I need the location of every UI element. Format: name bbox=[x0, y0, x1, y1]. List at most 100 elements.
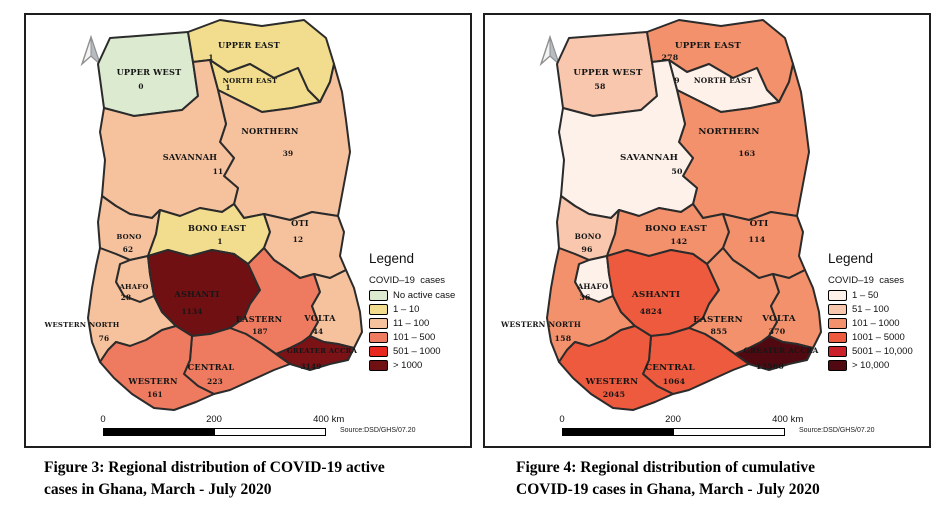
region-value-central: 1064 bbox=[663, 377, 686, 386]
legend-item: 1 – 10 bbox=[369, 304, 471, 315]
region-value-ahafo: 28 bbox=[121, 293, 132, 302]
region-label-upper-west: UPPER WEST bbox=[117, 67, 182, 77]
figure3-caption: Figure 3: Regional distribution of COVID… bbox=[44, 457, 469, 501]
legend-swatch bbox=[828, 290, 847, 301]
source-credit: Source:DSD/GHS/07.20 bbox=[340, 427, 416, 434]
region-volta bbox=[309, 269, 363, 349]
region-value-volta: 44 bbox=[313, 327, 324, 336]
legend-swatch bbox=[369, 304, 388, 315]
region-greater-accra bbox=[734, 335, 814, 371]
region-label-ashanti: ASHANTI bbox=[631, 290, 680, 300]
region-value-upper-west: 58 bbox=[594, 82, 605, 91]
legend-item: 501 – 1000 bbox=[369, 346, 471, 357]
ghana-cumulative-cases-map: UPPER WEST 58 UPPER EAST 278 NORTH EAST 9 NORT… bbox=[500, 19, 822, 411]
legend-item-label: No active case bbox=[393, 290, 456, 301]
region-label-northern: NORTHERN bbox=[241, 126, 299, 136]
region-value-central: 223 bbox=[207, 377, 223, 386]
region-value-bono: 62 bbox=[123, 245, 134, 254]
region-value-bono-east: 1 bbox=[217, 237, 222, 246]
region-label-upper-west: UPPER WEST bbox=[573, 68, 643, 78]
scale-bar-black-segment bbox=[104, 429, 215, 435]
legend-items: No active case 1 – 10 11 – 100 101 – 500 501… bbox=[369, 290, 471, 371]
legend-swatch bbox=[828, 332, 847, 343]
north-arrow-icon bbox=[549, 36, 561, 66]
legend: Legend COVID–19 cases No active case 1 – … bbox=[369, 251, 471, 371]
region-label-eastern: EASTERN bbox=[236, 314, 283, 324]
region-value-western: 2045 bbox=[603, 390, 626, 399]
region-label-bono: BONO bbox=[575, 232, 602, 241]
legend-swatch bbox=[369, 318, 388, 329]
region-label-ahafo: AHAFO bbox=[118, 283, 148, 291]
scale-bar: 0 200 400 km bbox=[559, 414, 803, 436]
region-value-ashanti: 1134 bbox=[181, 307, 202, 316]
legend-swatch bbox=[828, 304, 847, 315]
region-value-greater-accra: 3149 bbox=[300, 362, 321, 371]
scale-bar-labels: 0 200 400 km bbox=[559, 414, 803, 426]
legend-swatch bbox=[828, 318, 847, 329]
legend-swatch bbox=[828, 346, 847, 357]
figure4-caption: Figure 4: Regional distribution of cumul… bbox=[516, 457, 916, 501]
scale-bar-labels: 0 200 400 km bbox=[100, 414, 344, 426]
legend-item-label: 1001 – 5000 bbox=[852, 332, 905, 343]
region-greater-accra bbox=[275, 335, 355, 371]
scale-bar-black-segment bbox=[563, 429, 674, 435]
region-label-upper-east: UPPER EAST bbox=[218, 40, 281, 50]
region-label-western-north: WESTERN NORTH bbox=[44, 321, 120, 329]
legend-item: 11 – 100 bbox=[369, 318, 471, 329]
legend-item-label: 51 – 100 bbox=[852, 304, 889, 315]
legend-item: 5001 – 10,000 bbox=[828, 346, 930, 357]
region-label-savannah: SAVANNAH bbox=[620, 153, 678, 163]
region-label-north-east: NORTH EAST bbox=[223, 77, 278, 85]
region-label-savannah: SAVANNAH bbox=[163, 152, 217, 162]
legend-item-label: > 10,000 bbox=[852, 360, 890, 371]
region-label-oti: OTI bbox=[291, 218, 309, 228]
figure-captions: Figure 3: Regional distribution of COVID… bbox=[0, 457, 950, 501]
scale-label-mid: 200 bbox=[665, 414, 681, 425]
legend-item: > 1000 bbox=[369, 360, 471, 371]
region-value-volta: 370 bbox=[769, 327, 786, 336]
region-value-greater-accra: 12560 bbox=[756, 362, 785, 371]
legend-item-label: 5001 – 10,000 bbox=[852, 346, 913, 357]
legend: Legend COVID–19 cases 1 – 50 51 – 100 101 … bbox=[828, 251, 930, 371]
region-value-north-east: 9 bbox=[674, 76, 680, 85]
north-arrow-icon bbox=[90, 36, 102, 66]
scale-bar-graphic bbox=[103, 428, 326, 436]
legend-title: Legend bbox=[828, 251, 874, 266]
region-label-western: WESTERN bbox=[127, 376, 178, 386]
region-label-volta: VOLTA bbox=[761, 314, 796, 324]
legend-swatch bbox=[369, 346, 388, 357]
region-volta bbox=[768, 269, 822, 349]
region-value-ashanti: 4824 bbox=[640, 307, 663, 316]
legend-item: 51 – 100 bbox=[828, 304, 930, 315]
region-label-central: CENTRAL bbox=[645, 363, 695, 373]
legend-item-label: 101 – 1000 bbox=[852, 318, 900, 329]
region-label-upper-east: UPPER EAST bbox=[675, 41, 741, 51]
region-value-oti: 114 bbox=[749, 235, 766, 244]
region-label-ashanti: ASHANTI bbox=[173, 289, 219, 299]
legend-item-label: 501 – 1000 bbox=[393, 346, 441, 357]
legend-item: > 10,000 bbox=[828, 360, 930, 371]
figure4-map-panel: UPPER WEST 58 UPPER EAST 278 NORTH EAST 9 NORT… bbox=[483, 13, 931, 448]
scale-label-start: 0 bbox=[100, 414, 106, 425]
scale-label-mid: 200 bbox=[206, 414, 222, 425]
scale-label-start: 0 bbox=[559, 414, 565, 425]
caption-line: Figure 4: Regional distribution of cumul… bbox=[516, 459, 815, 476]
scale-label-end: 400 km bbox=[772, 414, 804, 425]
region-western bbox=[558, 325, 674, 411]
region-label-greater-accra: GREATER ACCRA bbox=[743, 346, 818, 355]
scale-bar-white-segment bbox=[214, 429, 325, 435]
scale-label-end: 400 km bbox=[313, 414, 345, 425]
region-label-greater-accra: GREATER ACCRA bbox=[287, 347, 358, 355]
legend-item-label: 1 – 50 bbox=[852, 290, 879, 301]
region-value-northern: 163 bbox=[739, 149, 756, 158]
legend-item: 101 – 1000 bbox=[828, 318, 930, 329]
region-label-central: CENTRAL bbox=[188, 362, 235, 372]
scale-bar-white-segment bbox=[673, 429, 784, 435]
caption-line: cases in Ghana, March - July 2020 bbox=[44, 481, 272, 498]
legend-subtitle: COVID–19 cases bbox=[828, 275, 905, 286]
legend-item-label: 11 – 100 bbox=[393, 318, 430, 329]
region-value-oti: 12 bbox=[293, 235, 304, 244]
region-value-bono-east: 142 bbox=[671, 237, 688, 246]
